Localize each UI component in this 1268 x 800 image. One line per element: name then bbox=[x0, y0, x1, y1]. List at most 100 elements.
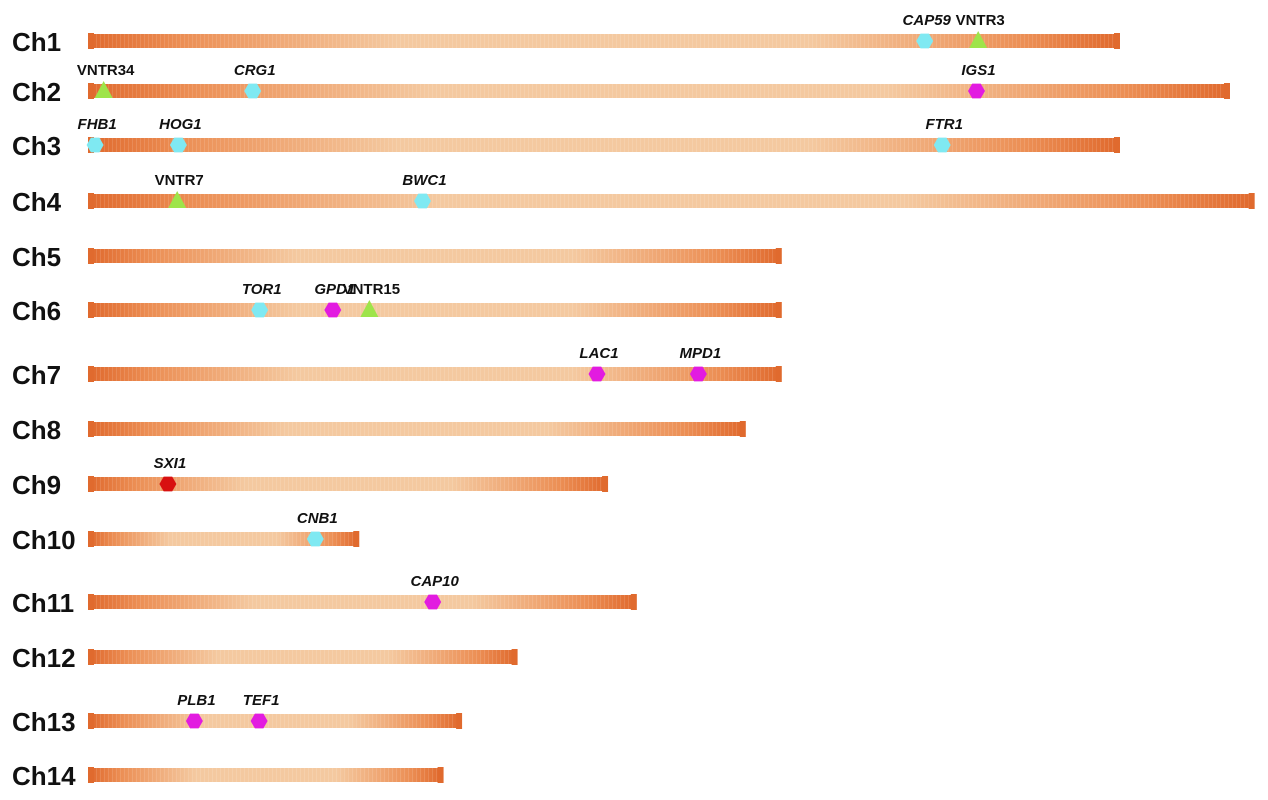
vntr-label: VNTR15 bbox=[343, 281, 401, 298]
bar-end-right bbox=[353, 531, 360, 547]
bar-texture bbox=[90, 595, 635, 609]
vntr-marker-icon bbox=[94, 81, 113, 98]
chromosome-label: Ch8 bbox=[12, 415, 61, 445]
bar-end-left bbox=[88, 366, 94, 382]
chromosome-ch9: Ch9 SXI1 bbox=[12, 455, 609, 500]
bar-end-right bbox=[602, 476, 609, 492]
bar-texture bbox=[90, 714, 461, 728]
gene-label: TEF1 bbox=[243, 692, 280, 709]
gene-label: PLB1 bbox=[177, 692, 215, 709]
bar-texture bbox=[90, 477, 607, 491]
bar-end-right bbox=[437, 767, 444, 783]
gene-marker-icon bbox=[588, 366, 606, 382]
chromosome-ch11: Ch11 CAP10 bbox=[12, 573, 637, 618]
gene-marker-icon bbox=[968, 83, 985, 99]
bar-end-left bbox=[88, 302, 94, 318]
bar-end-left bbox=[88, 476, 94, 492]
gene-marker-icon bbox=[244, 83, 262, 99]
bar-end-left bbox=[88, 193, 94, 209]
bar-texture bbox=[90, 532, 358, 546]
gene-label: BWC1 bbox=[402, 172, 446, 189]
gene-marker-icon bbox=[86, 137, 104, 153]
gene-marker-icon bbox=[933, 137, 951, 153]
chromosome-label: Ch14 bbox=[12, 761, 76, 791]
bar-end-right bbox=[511, 649, 518, 665]
bar-texture bbox=[90, 422, 744, 436]
chromosome-ch1: Ch1 CAP59 VNTR3 bbox=[12, 12, 1120, 57]
vntr-label: VNTR34 bbox=[77, 62, 135, 79]
gene-label: CNB1 bbox=[297, 510, 338, 527]
bar-end-left bbox=[88, 33, 94, 49]
chromosome-label: Ch4 bbox=[12, 187, 62, 217]
bar-texture bbox=[90, 768, 442, 782]
bar-end-right bbox=[1223, 83, 1230, 99]
chromosome-ch3: Ch3 FHB1 HOG1 FTR1 bbox=[12, 116, 1120, 161]
chromosome-ch10: Ch10 CNB1 bbox=[12, 510, 360, 555]
chromosome-ch5: Ch5 bbox=[12, 242, 782, 272]
chromosome-label: Ch10 bbox=[12, 525, 76, 555]
bar-end-left bbox=[88, 594, 94, 610]
chromosome-ch7: Ch7 LAC1 MPD1 bbox=[12, 345, 782, 390]
chromosome-label: Ch3 bbox=[12, 131, 61, 161]
chromosome-ch12: Ch12 bbox=[12, 643, 518, 673]
gene-label: HOG1 bbox=[159, 116, 202, 133]
chromosome-label: Ch7 bbox=[12, 360, 61, 390]
chromosome-ch13: Ch13 PLB1 TEF1 bbox=[12, 692, 463, 737]
bar-end-left bbox=[88, 649, 94, 665]
bar-end-right bbox=[775, 366, 782, 382]
chromosome-ch4: Ch4 VNTR7 BWC1 bbox=[12, 172, 1255, 217]
gene-label: CRG1 bbox=[234, 62, 276, 79]
gene-label: LAC1 bbox=[579, 345, 618, 362]
gene-label: FHB1 bbox=[78, 116, 117, 133]
bar-end-right bbox=[456, 713, 463, 729]
vntr-label: VNTR3 bbox=[956, 12, 1005, 29]
gene-marker-icon bbox=[424, 594, 442, 610]
gene-marker-icon bbox=[689, 366, 707, 382]
bar-end-right bbox=[739, 421, 746, 437]
gene-marker-icon bbox=[185, 713, 203, 729]
gene-label: SXI1 bbox=[154, 455, 187, 472]
chromosome-label: Ch13 bbox=[12, 707, 76, 737]
gene-marker-icon bbox=[306, 531, 324, 547]
chromosome-label: Ch11 bbox=[12, 588, 74, 618]
bar-texture bbox=[90, 34, 1118, 48]
gene-label: TOR1 bbox=[242, 281, 282, 298]
gene-marker-icon bbox=[251, 302, 269, 318]
bar-texture bbox=[90, 249, 780, 263]
bar-end-left bbox=[88, 531, 94, 547]
gene-label: MPD1 bbox=[680, 345, 722, 362]
bar-end-right bbox=[630, 594, 637, 610]
bar-texture bbox=[90, 84, 1228, 98]
vntr-marker-icon bbox=[969, 31, 988, 48]
chromosome-label: Ch2 bbox=[12, 77, 61, 107]
bar-end-right bbox=[1114, 33, 1120, 49]
chromosome-ch14: Ch14 bbox=[12, 761, 444, 791]
gene-label: FTR1 bbox=[925, 116, 963, 133]
bar-end-left bbox=[88, 248, 94, 264]
bar-end-right bbox=[775, 302, 782, 318]
bar-end-right bbox=[775, 248, 782, 264]
gene-marker-icon bbox=[414, 193, 431, 209]
chromosome-label: Ch1 bbox=[12, 27, 61, 57]
bar-texture bbox=[90, 650, 516, 664]
vntr-label: VNTR7 bbox=[155, 172, 204, 189]
gene-label: GPD1 bbox=[314, 281, 355, 298]
chromosome-ch2: Ch2 VNTR34 CRG1 IGS1 bbox=[12, 62, 1230, 107]
chromosome-ch8: Ch8 bbox=[12, 415, 746, 445]
bar-end-left bbox=[88, 83, 94, 99]
gene-marker-icon bbox=[169, 137, 187, 153]
chromosome-label: Ch5 bbox=[12, 242, 61, 272]
gene-label: CAP59 bbox=[903, 12, 952, 29]
chromosome-label: Ch6 bbox=[12, 296, 61, 326]
gene-label: CAP10 bbox=[411, 573, 460, 590]
bar-texture bbox=[90, 367, 780, 381]
bar-texture bbox=[90, 138, 1118, 152]
bar-end-right bbox=[1114, 137, 1120, 153]
vntr-marker-icon bbox=[360, 300, 379, 317]
bar-end-right bbox=[1248, 193, 1255, 209]
chromosome-label: Ch9 bbox=[12, 470, 61, 500]
gene-marker-icon bbox=[324, 302, 342, 318]
bar-end-left bbox=[88, 767, 94, 783]
